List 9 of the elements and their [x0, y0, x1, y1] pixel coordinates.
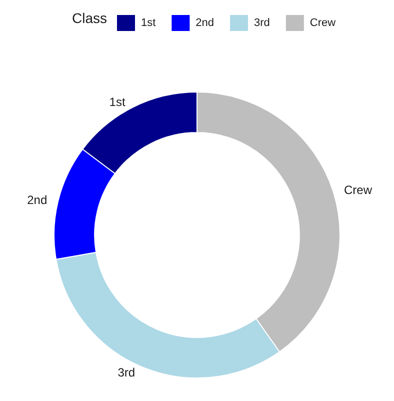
legend-label: 2nd [196, 17, 214, 29]
slice-label: 2nd [27, 193, 48, 208]
legend-label: 1st [141, 17, 156, 29]
legend-label: 3rd [254, 17, 270, 29]
slice-label: Crew [344, 182, 372, 197]
legend-title: Class [72, 10, 108, 26]
slice-label: 1st [109, 94, 126, 109]
slice-label: 3rd [118, 366, 136, 380]
legend-label: Crew [310, 17, 336, 29]
